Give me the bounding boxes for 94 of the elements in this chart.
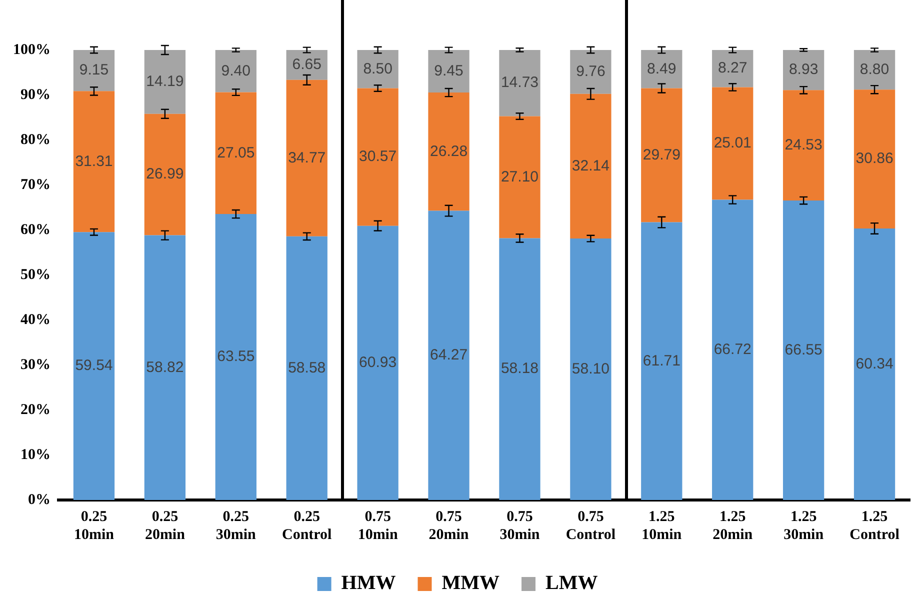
bar: [357, 88, 398, 226]
data-label: 14.19: [146, 73, 184, 90]
data-label: 9.45: [434, 62, 464, 80]
bar: [73, 50, 115, 92]
data-label: 58.10: [572, 360, 610, 378]
bar: [215, 50, 256, 92]
bar: [357, 226, 398, 500]
bar: [782, 200, 824, 500]
bar: [215, 92, 256, 214]
data-label: 30.86: [856, 150, 894, 168]
data-label: 8.49: [647, 60, 676, 78]
data-label: 60.34: [856, 355, 894, 372]
y-tick-label: 50%: [20, 266, 50, 283]
y-tick-label: 40%: [20, 312, 50, 328]
data-label: 14.73: [500, 74, 539, 92]
bar: [499, 238, 540, 500]
bar: [712, 200, 754, 500]
data-label: 59.54: [75, 357, 113, 374]
x-tick-label: 0.75 Control: [566, 508, 616, 543]
data-label: 26.28: [430, 142, 468, 160]
bar: [428, 50, 470, 93]
data-label: 29.79: [642, 146, 680, 164]
bar: [215, 214, 256, 500]
bar: [73, 232, 115, 500]
legend-label: HMW: [341, 572, 396, 594]
bar: [144, 235, 186, 500]
data-label: 25.01: [714, 134, 752, 152]
x-tick-label: 0.25 30min: [216, 508, 257, 543]
data-label: 31.31: [75, 152, 113, 170]
bar: [499, 116, 540, 238]
data-label: 58.18: [500, 360, 539, 378]
data-label: 30.57: [359, 148, 397, 166]
bar: [854, 90, 896, 228]
bar: [641, 50, 682, 88]
y-tick-label: 60%: [20, 222, 50, 238]
x-tick-label: 1.25 10min: [642, 508, 682, 543]
bar: [428, 210, 470, 500]
data-label: 8.27: [718, 60, 748, 77]
data-label: 34.77: [288, 149, 326, 166]
x-tick-label: 1.25 20min: [712, 508, 754, 543]
data-label: 32.14: [572, 157, 610, 174]
data-label: 9.76: [576, 63, 606, 80]
x-tick-label: 0.25 Control: [282, 508, 332, 543]
legend-label: LMW: [545, 572, 598, 594]
y-tick-label: 100%: [13, 42, 50, 58]
y-tick-label: 30%: [20, 356, 50, 373]
bar: [570, 50, 612, 94]
bar: [73, 91, 115, 232]
x-tick-label: 0.25 20min: [144, 508, 186, 543]
data-label: 64.27: [430, 346, 468, 364]
y-tick-label: 70%: [20, 176, 50, 193]
data-label: 66.55: [784, 341, 822, 358]
bar: [712, 87, 754, 200]
y-tick-label: 90%: [20, 86, 50, 103]
y-tick-label: 80%: [20, 132, 50, 148]
x-tick-label: 0.25 10min: [74, 508, 115, 543]
y-tick-label: 0%: [28, 492, 50, 508]
data-label: 9.15: [79, 62, 109, 79]
data-label: 58.58: [288, 359, 326, 376]
bar: [286, 80, 328, 236]
data-label: 26.99: [146, 166, 184, 183]
bar: [144, 114, 186, 236]
data-label: 8.93: [788, 61, 818, 78]
x-tick-label: 0.75 10min: [358, 508, 398, 543]
legend-label: MMW: [442, 572, 500, 594]
x-tick-label: 0.75 30min: [500, 508, 540, 543]
data-label: 27.10: [500, 168, 539, 186]
bar: [499, 50, 540, 116]
y-tick-label: 10%: [20, 446, 50, 463]
bar: [641, 222, 682, 500]
x-tick-label: 1.25 Control: [850, 508, 900, 543]
data-label: 58.82: [146, 358, 184, 376]
bar: [286, 236, 328, 500]
bar: [428, 92, 470, 211]
bar: [782, 90, 824, 201]
data-label: 27.05: [217, 144, 255, 162]
bar: [854, 228, 896, 500]
data-label: 8.50: [363, 60, 392, 78]
y-tick-label: 20%: [20, 402, 50, 418]
data-label: 63.55: [217, 348, 255, 366]
data-label: 24.53: [784, 136, 822, 154]
x-tick-label: 1.25 30min: [784, 508, 824, 543]
bar: [570, 238, 612, 500]
bar: [357, 50, 398, 88]
data-label: 60.93: [359, 354, 397, 372]
data-label: 61.71: [642, 352, 680, 370]
bar: [641, 88, 682, 222]
data-label: 8.80: [860, 60, 890, 78]
x-tick-label: 0.75 20min: [428, 508, 470, 543]
data-label: 6.65: [292, 56, 322, 74]
bar: [144, 50, 186, 114]
data-label: 9.40: [221, 62, 250, 80]
data-label: 66.72: [714, 341, 752, 358]
bar: [570, 94, 612, 239]
